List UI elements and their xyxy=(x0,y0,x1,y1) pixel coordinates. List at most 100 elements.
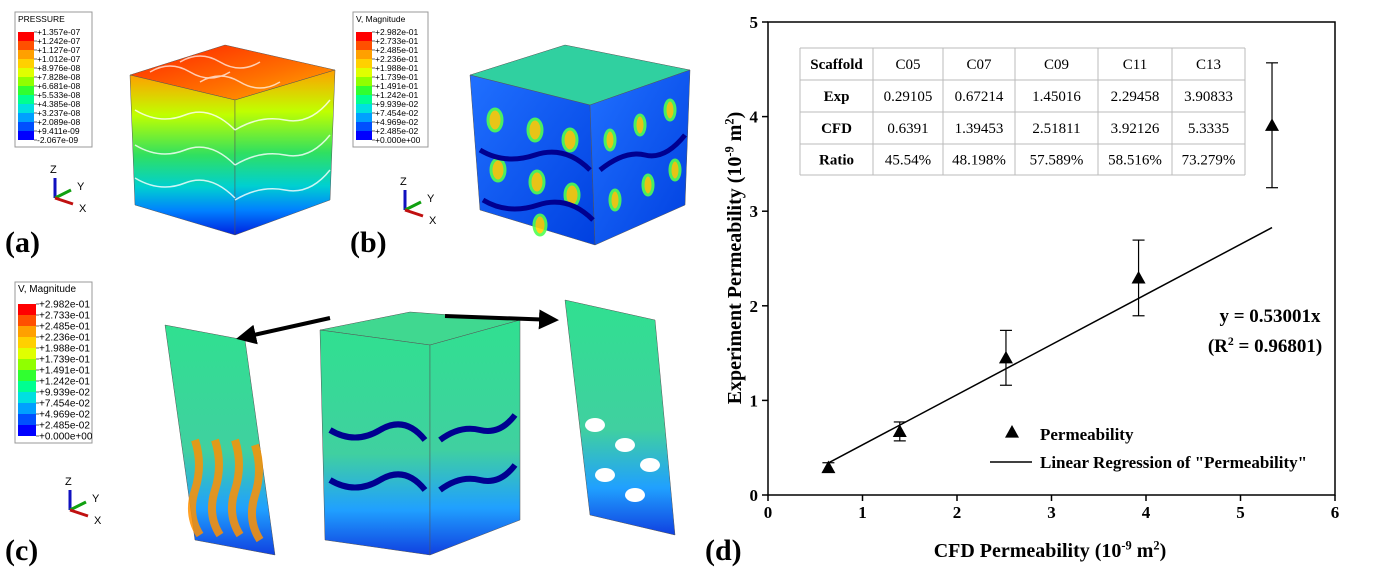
table-cell: C09 xyxy=(1044,57,1069,73)
r-squared-part: (R xyxy=(1208,336,1228,357)
legend-value: +4.385e-08 xyxy=(37,99,81,109)
x-tick-label: 3 xyxy=(1047,503,1056,522)
legend-value: +2.485e-01 xyxy=(39,322,90,333)
table-cell: 2.51811 xyxy=(1032,121,1080,137)
color-swatch xyxy=(18,425,36,436)
x-axis-label-part: -9 xyxy=(1121,538,1131,552)
axis-label: Y xyxy=(427,193,435,205)
fit-equation: y = 0.53001x xyxy=(1219,306,1321,327)
legend-value: +2.089e-08 xyxy=(37,117,81,127)
legend-value: +2.733e-01 xyxy=(39,311,90,322)
color-swatch xyxy=(356,113,372,122)
x-axis-label-part: 2 xyxy=(1153,538,1159,552)
table-cell: 58.516% xyxy=(1108,153,1162,169)
legend-value: +1.242e-07 xyxy=(37,36,81,46)
table-cell: C05 xyxy=(895,57,920,73)
y-tick-label: 4 xyxy=(750,108,759,127)
x-tick-label: 5 xyxy=(1236,503,1245,522)
y-axis-label: Experiment Permeability (10-9 m2) xyxy=(722,112,746,405)
color-swatch xyxy=(18,32,34,41)
color-swatch xyxy=(18,41,34,50)
legend-value: +0.000e+00 xyxy=(375,135,421,145)
axis-x xyxy=(69,508,89,518)
legend-value: +1.357e-07 xyxy=(37,27,81,37)
legend-value: +1.242e-01 xyxy=(375,90,419,100)
table-cell: 5.3335 xyxy=(1188,121,1229,137)
color-swatch xyxy=(18,104,34,113)
color-swatch xyxy=(18,392,36,403)
color-swatch xyxy=(18,326,36,337)
legend-value: +7.454e-02 xyxy=(39,399,90,410)
table-cell: C07 xyxy=(966,57,992,73)
legend-title: PRESSURE xyxy=(18,14,65,24)
table-cell: 3.90833 xyxy=(1184,89,1233,105)
y-tick-label: 2 xyxy=(750,297,759,316)
table-cell: 1.45016 xyxy=(1032,89,1081,105)
axis-label: Y xyxy=(77,181,85,193)
table-cell: 1.39453 xyxy=(955,121,1004,137)
table-cell: 45.54% xyxy=(885,153,931,169)
table-cell: 0.29105 xyxy=(884,89,933,105)
axis-label: Z xyxy=(50,164,57,176)
color-swatch xyxy=(356,50,372,59)
axis-y xyxy=(54,188,72,200)
legend-value: +8.976e-08 xyxy=(37,63,81,73)
legend-value: +6.681e-08 xyxy=(37,81,81,91)
legend-value: +7.828e-08 xyxy=(37,72,81,82)
color-swatch xyxy=(18,304,36,315)
color-swatch xyxy=(18,131,34,140)
axis-x xyxy=(54,196,74,206)
color-swatch xyxy=(18,403,36,414)
color-swatch xyxy=(356,32,372,41)
legend-value: +5.533e-08 xyxy=(37,90,81,100)
color-swatch xyxy=(18,370,36,381)
color-swatch xyxy=(356,41,372,50)
data-point xyxy=(821,460,836,474)
axis-y xyxy=(69,500,87,512)
data-point xyxy=(1131,270,1146,284)
color-swatch xyxy=(18,59,34,68)
y-axis-label-part: -9 xyxy=(722,146,736,156)
table-cell: 2.29458 xyxy=(1111,89,1160,105)
axis-x xyxy=(404,208,424,218)
pressure-cube xyxy=(129,44,336,236)
color-swatch xyxy=(356,59,372,68)
color-swatch xyxy=(356,86,372,95)
axis-label: Y xyxy=(92,493,100,505)
axis-label: X xyxy=(79,203,87,215)
panel-label: (a) xyxy=(5,226,40,259)
legend-value: +7.454e-02 xyxy=(375,108,419,118)
velocity-cube xyxy=(469,44,691,246)
color-swatch xyxy=(18,315,36,326)
legend-title: V, Magnitude xyxy=(356,14,406,24)
x-tick-label: 4 xyxy=(1142,503,1151,522)
y-axis-label-part: m xyxy=(724,124,746,146)
legend-value: +2.485e-02 xyxy=(375,126,419,136)
x-axis-label-part: m xyxy=(1132,540,1154,562)
r-squared-part: 2 xyxy=(1228,335,1234,348)
table-cell: CFD xyxy=(821,121,852,137)
r-squared: (R2 = 0.96801) xyxy=(1208,335,1322,357)
legend-value: +4.969e-02 xyxy=(39,410,90,421)
y-tick-label: 3 xyxy=(750,202,759,221)
color-swatch xyxy=(18,86,34,95)
regression-line xyxy=(828,226,1273,464)
y-axis-label-part: Experiment Permeability (10 xyxy=(724,157,746,405)
legend-marker xyxy=(1005,425,1019,438)
table-cell: 0.6391 xyxy=(887,121,928,137)
color-swatch xyxy=(18,95,34,104)
panel-label: (b) xyxy=(350,226,387,259)
legend-value: +1.988e-01 xyxy=(375,63,419,73)
color-swatch xyxy=(18,337,36,348)
legend-value: +1.739e-01 xyxy=(375,72,419,82)
x-tick-label: 2 xyxy=(953,503,962,522)
table-cell: 57.589% xyxy=(1030,153,1084,169)
x-axis-label: CFD Permeability (10-9 m2) xyxy=(934,538,1167,562)
table-cell: C11 xyxy=(1123,57,1147,73)
color-swatch xyxy=(356,77,372,86)
legend-value: +2.236e-01 xyxy=(375,54,419,64)
x-tick-label: 0 xyxy=(764,503,773,522)
panel-label: (c) xyxy=(5,534,38,567)
legend-label: Permeability xyxy=(1040,425,1134,444)
